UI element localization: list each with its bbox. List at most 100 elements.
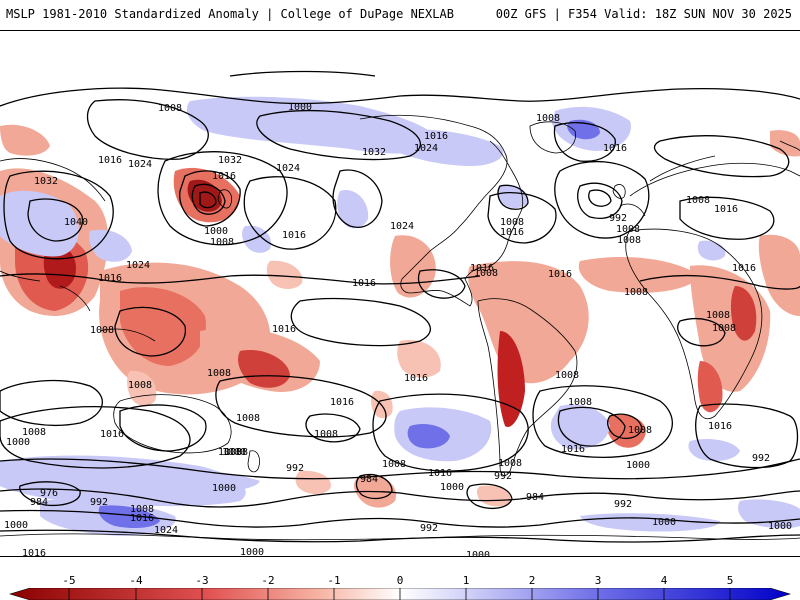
anomaly-region <box>390 235 436 298</box>
isobar-label: 1000 <box>626 460 650 471</box>
map-header: MSLP 1981-2010 Standardized Anomaly | Co… <box>0 0 800 30</box>
isobar-label: 1008 <box>207 368 231 379</box>
isobar <box>588 189 612 207</box>
coastline-south-america <box>477 298 578 476</box>
isobar <box>0 509 800 528</box>
isobar <box>229 70 376 77</box>
isobar-label: 1000 <box>6 437 30 448</box>
isobar-label: 1016 <box>98 273 122 284</box>
isobar-label: 1016 <box>272 324 296 335</box>
isobar-label: 1024 <box>154 525 178 536</box>
isobar-label: 1016 <box>561 444 585 455</box>
isobar <box>3 170 114 260</box>
anomaly-region <box>186 96 440 154</box>
isobar-label: 1016 <box>212 171 236 182</box>
anomaly-region <box>407 424 450 449</box>
colorbar-tick-label: 4 <box>660 574 668 587</box>
isobar <box>355 473 393 500</box>
isobar-label: 1000 <box>652 517 676 528</box>
colorbar-tick-label: 1 <box>462 574 470 587</box>
isobar-label: 1016 <box>352 278 376 289</box>
isobar <box>199 191 217 209</box>
isobar-label: 1008 <box>712 323 736 334</box>
isobar <box>0 273 481 285</box>
isobar-label: 1008 <box>624 287 648 298</box>
coastline-australia <box>113 394 232 454</box>
isobar <box>653 135 790 178</box>
anomaly-region <box>0 190 79 257</box>
isobar-label: 984 <box>526 492 544 503</box>
anomaly-region <box>550 404 610 450</box>
isobar <box>114 306 186 357</box>
isobar-label: 1008 <box>498 458 522 469</box>
isobar-label: 1000 <box>240 547 264 557</box>
isobar <box>0 458 800 480</box>
isobar-label: 992 <box>752 453 770 464</box>
isobar <box>0 379 103 426</box>
isobar-label: 1024 <box>126 260 150 271</box>
isobar <box>372 393 529 472</box>
isobar <box>0 87 800 107</box>
anomaly-region <box>380 129 504 166</box>
isobar <box>417 269 466 299</box>
isobar-label: 1024 <box>128 159 152 170</box>
isobar-label: 1024 <box>390 221 414 232</box>
colorbar <box>8 588 792 600</box>
isobar-label: 1008 <box>474 268 498 279</box>
coastline-north-america <box>359 114 524 307</box>
world-map-frame: 1008 1000 1008 1016 1032 1024 1016 1032 … <box>0 30 800 557</box>
isobar <box>466 483 513 510</box>
anomaly-region <box>578 256 700 293</box>
isobar-label: 1032 <box>34 176 58 187</box>
isobar <box>0 529 800 543</box>
isobar-label: 1016 <box>330 397 354 408</box>
isobar-label: 1000 <box>768 521 792 532</box>
isobar-label: 1016 <box>130 513 154 524</box>
isobar-label: 1000 <box>440 482 464 493</box>
isobar-label: 1024 <box>414 143 438 154</box>
isobar <box>19 481 81 507</box>
isobar <box>0 406 191 469</box>
isobar-label: 1016 <box>714 204 738 215</box>
isobar-label: 1016 <box>424 131 448 142</box>
anomaly-region <box>476 485 511 507</box>
isobar-label: 992 <box>614 499 632 510</box>
isobar-label: 1008 <box>224 447 248 458</box>
isobars <box>0 70 800 543</box>
anomaly-region <box>98 505 160 529</box>
isobar-label: 1008 <box>128 380 152 391</box>
isobar-label: 1008 <box>236 413 260 424</box>
isobar <box>553 122 616 162</box>
anomaly-region <box>697 361 723 413</box>
isobar <box>532 385 673 458</box>
colorbar-tick-label: 0 <box>396 574 404 587</box>
coastline-japan <box>217 189 233 209</box>
anomaly-region <box>266 260 303 289</box>
isobar <box>215 375 387 438</box>
run-valid-time: 00Z GFS | F354 Valid: 18Z SUN NOV 30 202… <box>495 7 792 21</box>
isobar <box>639 274 800 290</box>
isobar-label: 1008 <box>22 427 46 438</box>
isobar <box>119 404 207 452</box>
isobar-label: 1016 <box>404 373 428 384</box>
coastline-africa <box>625 228 763 420</box>
isobar-label: 1008 <box>706 310 730 321</box>
anomaly-region <box>730 286 757 341</box>
isobar-label: 1016 <box>100 429 124 440</box>
isobar-label: 1016 <box>732 263 756 274</box>
colorbar-tick-label: -3 <box>195 574 209 587</box>
anomaly-region <box>337 190 369 229</box>
isobar-label: 1000 <box>222 447 246 458</box>
colorbar-tick-label: 5 <box>726 574 734 587</box>
anomaly-region <box>497 331 525 427</box>
colorbar-tick-label: 2 <box>528 574 536 587</box>
isobar-label: 1008 <box>500 217 524 228</box>
anomaly-region <box>238 350 290 388</box>
coastline-newzealand <box>247 450 260 473</box>
isobar-label: 1016 <box>282 230 306 241</box>
isobar-label: 1016 <box>708 421 732 432</box>
coastline-uk <box>612 184 626 199</box>
colorbar-tick-label: -5 <box>62 574 76 587</box>
isobar-label: 1008 <box>628 425 652 436</box>
isobar-label: 1008 <box>555 370 579 381</box>
